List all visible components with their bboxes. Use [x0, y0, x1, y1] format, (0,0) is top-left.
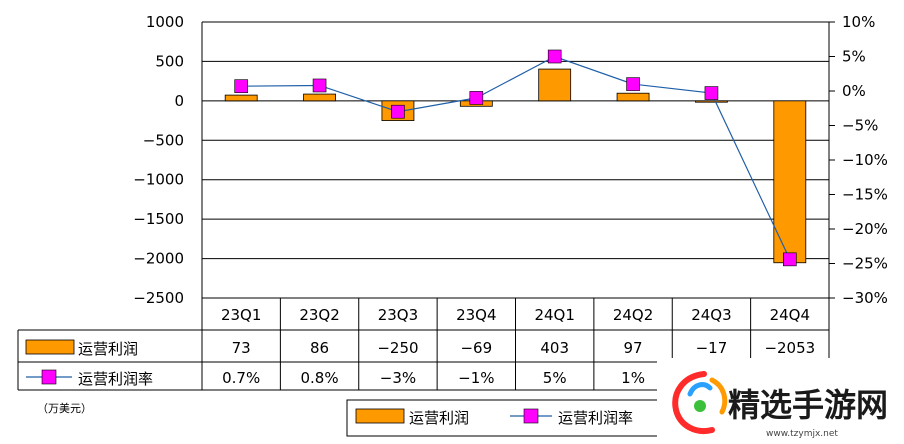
watermark-url: www.tzymjx.net [766, 429, 838, 439]
bar-value-label: 73 [232, 339, 251, 357]
category-label: 24Q2 [613, 306, 653, 324]
right-tick-label: −15% [842, 186, 888, 204]
row-swatch-marker [41, 369, 57, 385]
margin-value-label: 1% [621, 369, 645, 387]
unit-note: （万美元） [37, 402, 92, 415]
right-tick-label: 10% [842, 13, 875, 31]
right-tick-label: −20% [842, 220, 888, 238]
line-series [234, 49, 797, 267]
bar-series [224, 68, 807, 264]
margin-value-label: 0.7% [222, 369, 260, 387]
left-tick-label: −2500 [133, 289, 184, 307]
bar-value-label: −250 [377, 339, 418, 357]
bar-value-label: −17 [696, 339, 728, 357]
left-tick-label: −2000 [133, 250, 184, 268]
category-label: 23Q4 [456, 306, 496, 324]
legend: 运营利润 运营利润率 [346, 399, 678, 437]
margin-line [241, 55, 791, 260]
category-label: 23Q3 [378, 306, 418, 324]
legend-entry-line: 运营利润率 [558, 409, 633, 427]
right-tick-label: −25% [842, 255, 888, 273]
bar-value-label: 97 [624, 339, 643, 357]
bar-24Q3 [695, 100, 728, 103]
bar-value-label: 86 [310, 339, 329, 357]
right-tick-label: −5% [842, 117, 878, 135]
left-tick-label: −500 [143, 131, 184, 149]
margin-point-23Q1 [234, 79, 248, 93]
watermark-title: 精选手游网 [728, 386, 888, 424]
right-axis-ticks: 10% 5% 0% −5% −10% −15% −20% −25% −30% [829, 13, 888, 307]
legend-bar-swatch [355, 408, 405, 424]
bar-23Q2 [303, 93, 336, 102]
margin-value-label: −3% [380, 369, 416, 387]
left-axis-ticks: 1000 500 0 −500 −1000 −1500 −2000 −2500 [133, 13, 184, 307]
category-label: 24Q3 [691, 306, 731, 324]
category-label: 23Q1 [221, 306, 261, 324]
margin-point-24Q4 [783, 252, 797, 267]
right-tick-label: −10% [842, 151, 888, 169]
left-tick-label: −1000 [133, 171, 184, 189]
margin-value-label: 0.8% [301, 369, 339, 387]
bar-value-label: 403 [540, 339, 569, 357]
margin-point-23Q4 [469, 91, 484, 105]
bar-24Q2 [616, 92, 650, 102]
watermark-logo: 精选手游网 www.tzymjx.net [657, 358, 904, 444]
legend-entry-bar: 运营利润 [409, 409, 469, 427]
right-tick-label: 0% [842, 82, 866, 100]
gridlines [201, 21, 830, 299]
legend-marker-swatch [523, 408, 539, 424]
margin-value-label: −1% [458, 369, 494, 387]
margin-point-24Q1 [547, 49, 562, 64]
margin-value-label: 5% [543, 369, 567, 387]
left-tick-label: −1500 [133, 210, 184, 228]
right-tick-label: −30% [842, 289, 888, 307]
row-header-line: 运营利润率 [78, 370, 153, 388]
category-label: 23Q2 [299, 306, 339, 324]
category-label: 24Q1 [534, 306, 574, 324]
watermark-emblem-icon [672, 371, 728, 434]
right-tick-label: 5% [842, 48, 866, 66]
bar-23Q1 [224, 94, 258, 102]
margin-point-23Q2 [312, 78, 327, 93]
margin-point-24Q3 [704, 86, 719, 100]
data-table: 23Q1 73 0.7% 23Q2 86 0.8% 23Q3 −250 −3% 23Q4 −69 −1… [17, 298, 830, 391]
bar-value-label: −69 [460, 339, 492, 357]
margin-point-23Q3 [391, 104, 405, 119]
left-tick-label: 1000 [146, 13, 184, 31]
row-swatch-bar [25, 339, 75, 355]
category-label: 24Q4 [770, 306, 810, 324]
bar-value-label: −2053 [764, 339, 815, 357]
left-tick-label: 500 [155, 52, 184, 70]
row-header-bar: 运营利润 [78, 340, 138, 358]
margin-point-24Q2 [626, 77, 640, 91]
bar-24Q4 [773, 100, 807, 264]
bar-24Q1 [538, 68, 572, 102]
left-tick-label: 0 [174, 92, 184, 110]
